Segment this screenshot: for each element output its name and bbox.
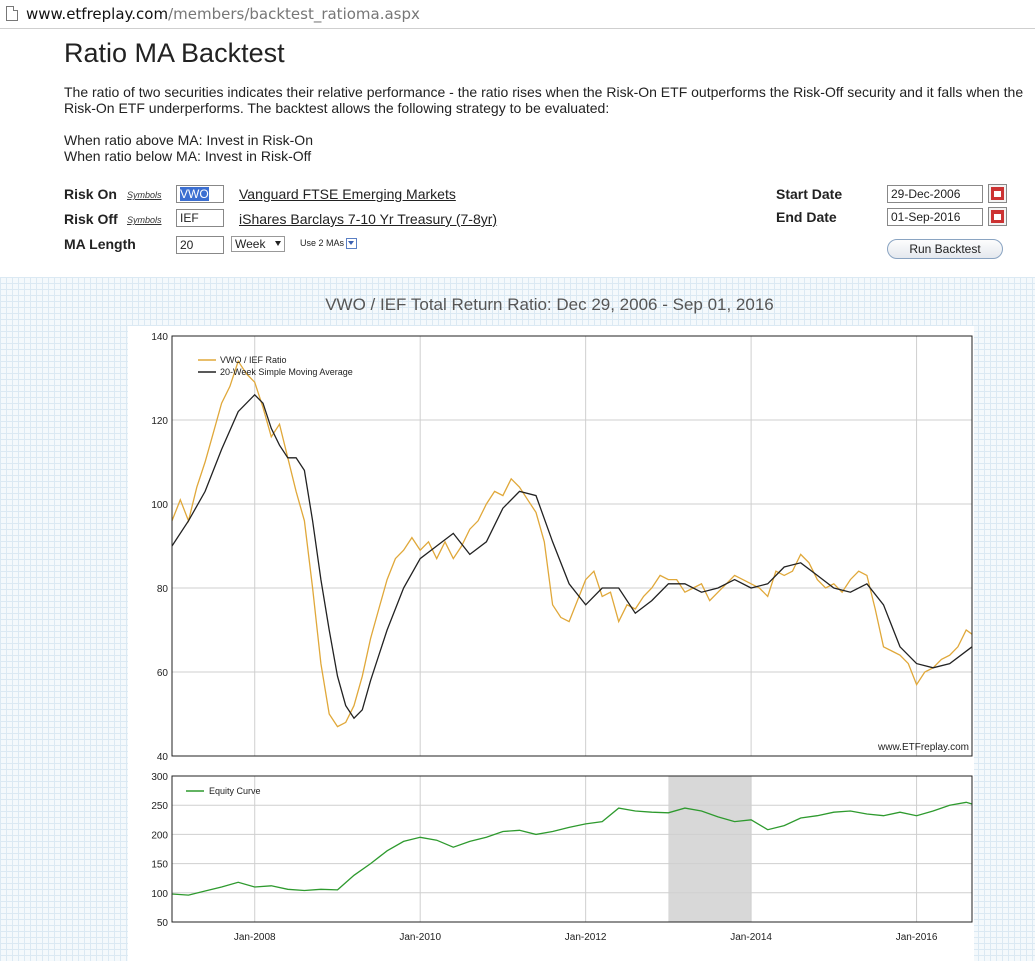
ratio-panel: [171, 335, 973, 757]
ratio-series-line: [171, 359, 973, 728]
x-tick-label: Jan-2012: [565, 932, 607, 943]
risk-off-fund-link[interactable]: iShares Barclays 7-10 Yr Treasury (7-8yr…: [239, 211, 498, 227]
shaded-region: [668, 776, 752, 922]
legend-entry: VWO / IEF Ratio: [220, 355, 287, 365]
page-title: Ratio MA Backtest: [64, 38, 285, 68]
ratio-y-tick-label: 120: [151, 416, 168, 427]
end-date-input[interactable]: 01-Sep-2016: [887, 208, 983, 226]
equity-y-tick-label: 250: [151, 801, 168, 812]
expand-icon: [346, 238, 358, 250]
ratio-y-tick-label: 60: [157, 668, 169, 679]
ma-length-label: MA Length: [64, 236, 136, 252]
x-tick-label: Jan-2014: [730, 932, 772, 943]
risk-off-input[interactable]: IEF: [176, 209, 224, 227]
ratio-chart: 140 120 100 80 60 40 300 250 200 150 100 50 Jan-2008…: [128, 326, 974, 961]
x-tick-label: Jan-2016: [896, 932, 938, 943]
legend-entry: Equity Curve: [209, 786, 261, 796]
equity-y-tick-label: 50: [157, 918, 169, 929]
chevron-down-icon: [275, 241, 281, 246]
equity-panel-border: [171, 775, 973, 923]
ratio-panel-border: [171, 335, 973, 757]
risk-on-input[interactable]: VWO: [176, 185, 224, 203]
risk-on-label: Risk On: [64, 186, 117, 202]
moving-average-line: [171, 393, 973, 720]
chart-title: VWO / IEF Total Return Ratio: Dec 29, 20…: [325, 295, 774, 314]
legend-entry: 20-Week Simple Moving Average: [220, 367, 353, 377]
start-date-input[interactable]: 29-Dec-2006: [887, 185, 983, 203]
risk-on-symbols-link[interactable]: Symbols: [127, 190, 162, 200]
strategy-line-1: When ratio above MA: Invest in Risk-On: [64, 132, 313, 148]
risk-on-fund-link[interactable]: Vanguard FTSE Emerging Markets: [239, 186, 456, 202]
start-date-label: Start Date: [776, 186, 843, 202]
equity-curve-line: [171, 801, 973, 896]
strategy-text: When ratio above MA: Invest in Risk-On W…: [64, 132, 313, 164]
equity-panel: [171, 775, 973, 923]
ma-length-input[interactable]: 20: [176, 236, 224, 254]
risk-off-label: Risk Off: [64, 211, 118, 227]
ratio-y-tick-label: 40: [157, 752, 169, 763]
equity-y-tick-label: 100: [151, 889, 168, 900]
page-description: The ratio of two securities indicates th…: [64, 84, 1024, 116]
calendar-icon[interactable]: [988, 184, 1007, 203]
period-select[interactable]: Week: [231, 236, 285, 252]
run-backtest-button[interactable]: Run Backtest: [887, 239, 1003, 259]
calendar-icon[interactable]: [988, 207, 1007, 226]
end-date-label: End Date: [776, 209, 837, 225]
ratio-y-tick-label: 100: [151, 500, 168, 511]
page-icon: [6, 6, 18, 21]
equity-y-tick-label: 300: [151, 772, 168, 783]
address-bar[interactable]: www.etfreplay.com/members/backtest_ratio…: [0, 0, 1035, 29]
use-two-mas-toggle[interactable]: Use 2 MAs: [300, 238, 358, 250]
x-tick-label: Jan-2010: [399, 932, 441, 943]
risk-off-symbols-link[interactable]: Symbols: [127, 215, 162, 225]
x-tick-label: Jan-2008: [234, 932, 276, 943]
equity-y-tick-label: 150: [151, 860, 168, 871]
ratio-y-tick-label: 80: [157, 584, 169, 595]
chart-watermark: www.ETFreplay.com: [877, 742, 969, 753]
strategy-line-2: When ratio below MA: Invest in Risk-Off: [64, 148, 312, 164]
url-text[interactable]: www.etfreplay.com/members/backtest_ratio…: [26, 5, 420, 23]
ratio-y-tick-label: 140: [151, 332, 168, 343]
equity-y-tick-label: 200: [151, 830, 168, 841]
